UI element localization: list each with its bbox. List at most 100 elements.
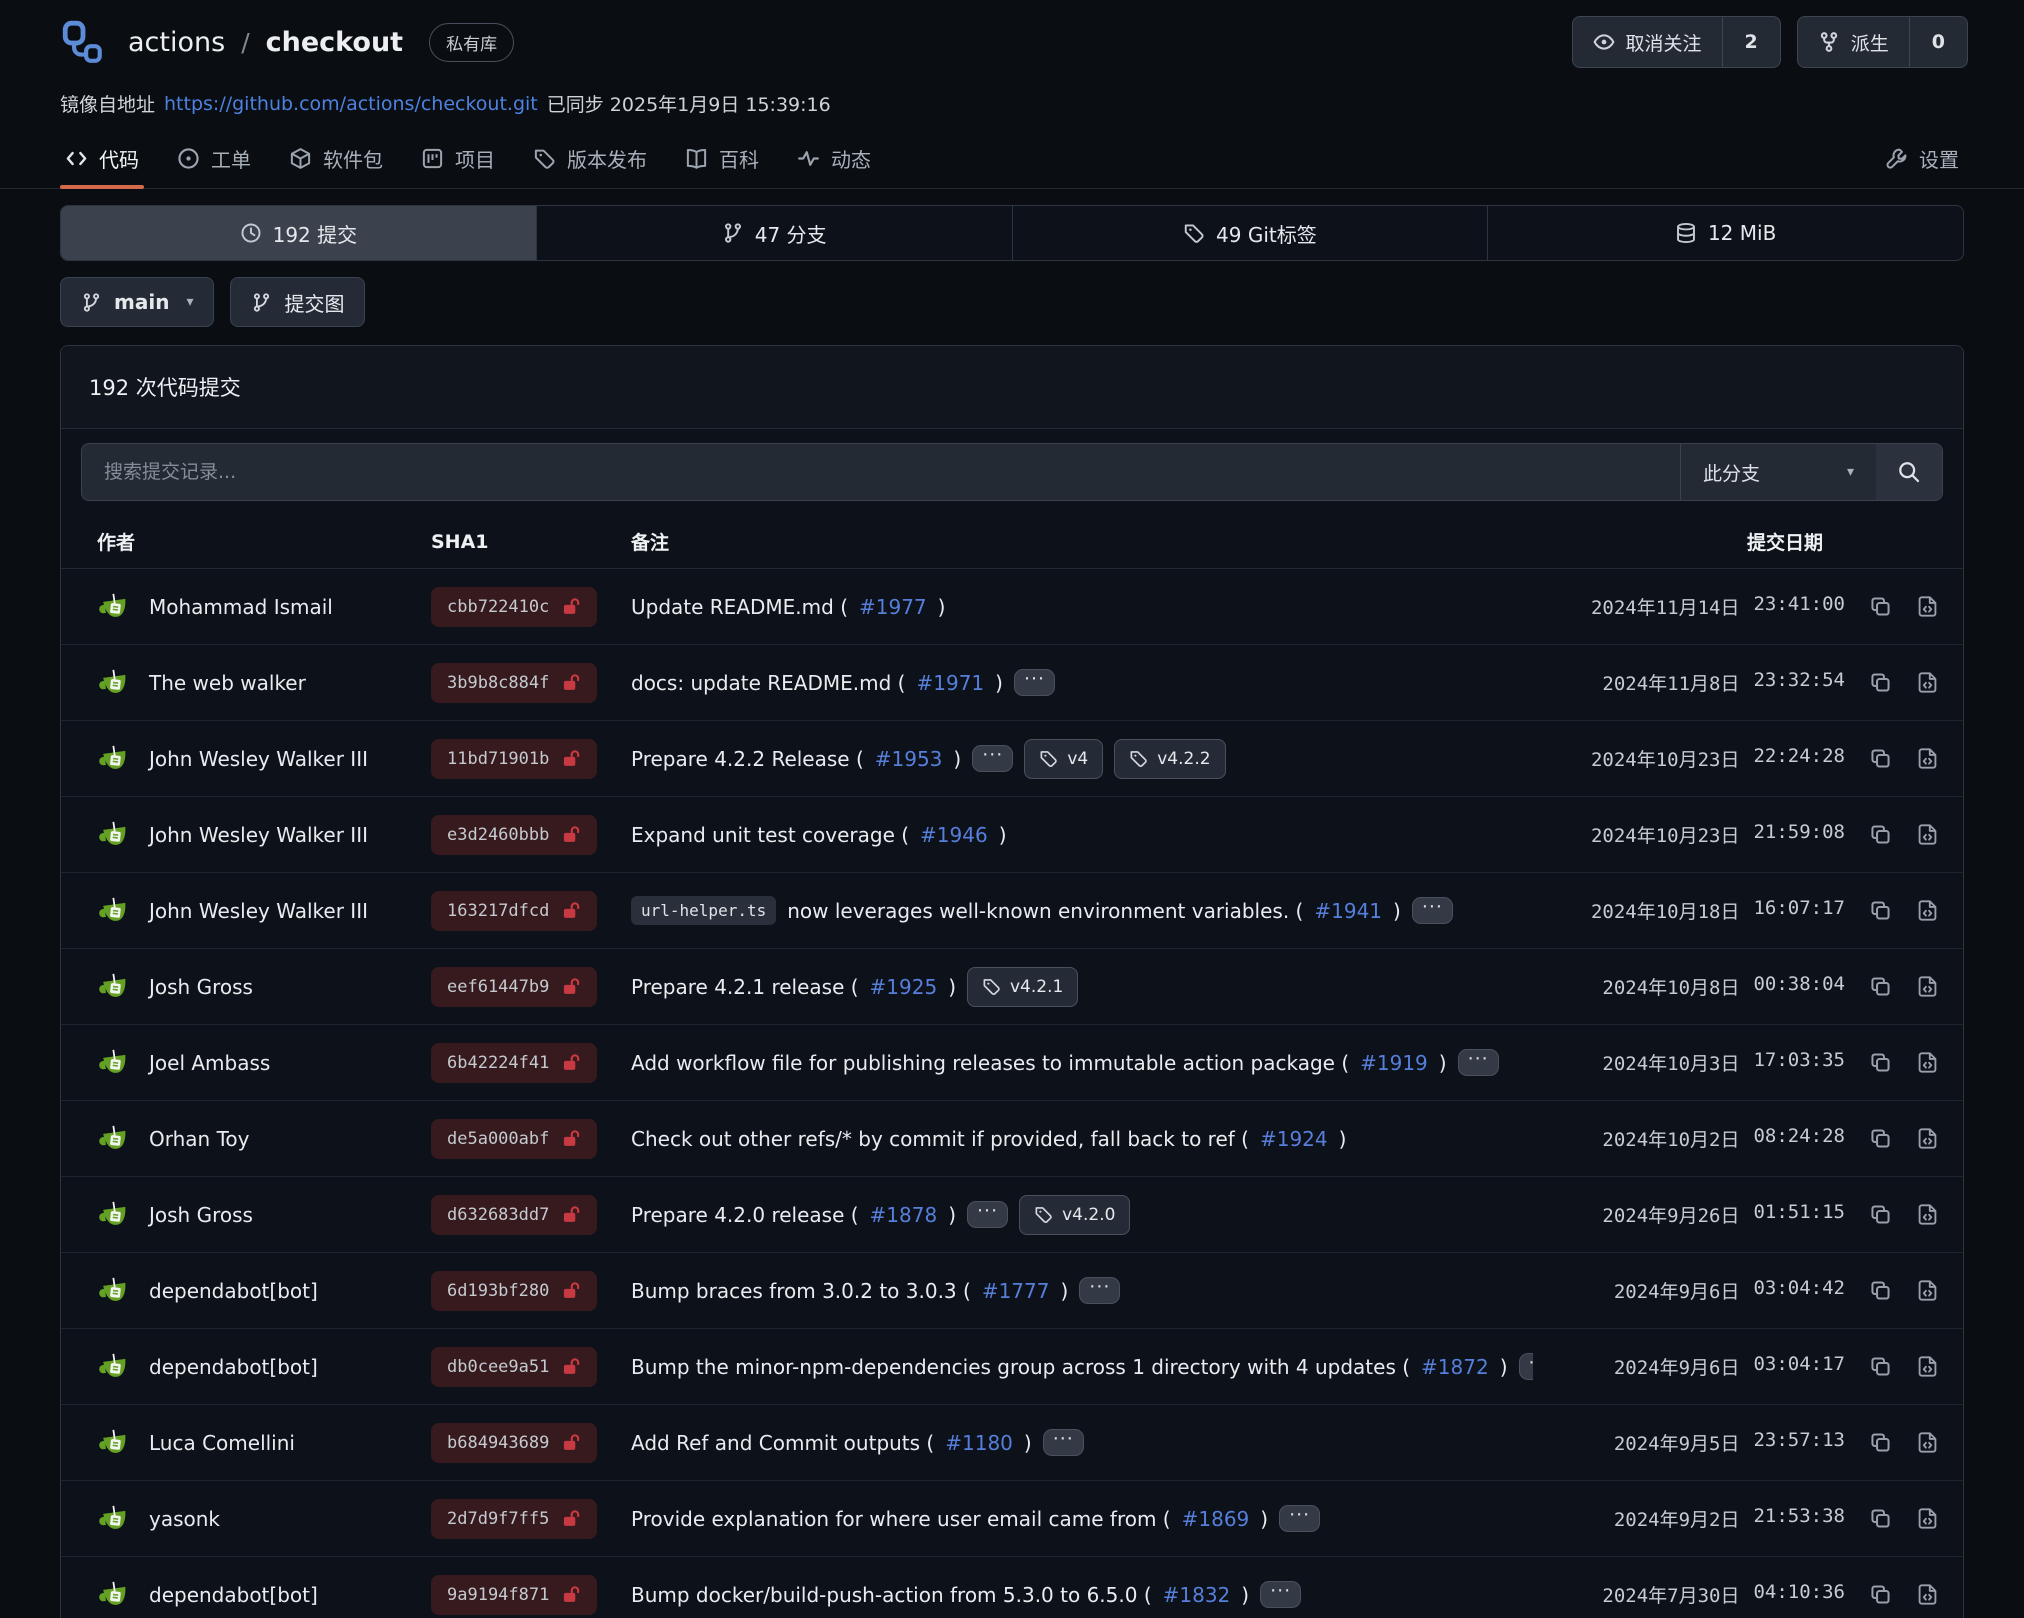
expand-commit-button[interactable]: ··· bbox=[1457, 1049, 1499, 1076]
copy-sha-icon[interactable] bbox=[1869, 1431, 1892, 1454]
repo-name-link[interactable]: checkout bbox=[265, 26, 404, 58]
forks-count[interactable]: 0 bbox=[1908, 17, 1967, 67]
tab-settings[interactable]: 设置 bbox=[1868, 129, 1976, 188]
pr-link[interactable]: #1946 bbox=[920, 822, 988, 847]
avatar[interactable] bbox=[95, 1576, 133, 1614]
pr-link[interactable]: #1925 bbox=[869, 974, 938, 999]
avatar[interactable] bbox=[95, 1120, 133, 1158]
commit-sha-link[interactable]: de5a000abf bbox=[431, 1118, 598, 1159]
site-logo-icon[interactable] bbox=[60, 19, 106, 65]
avatar[interactable] bbox=[95, 740, 133, 778]
stat-branches[interactable]: 47 分支 bbox=[537, 206, 1013, 260]
unwatch-button[interactable]: 取消关注 2 bbox=[1571, 16, 1781, 68]
search-scope-dropdown[interactable]: 此分支 ▾ bbox=[1680, 444, 1876, 500]
expand-commit-button[interactable]: ··· bbox=[1518, 1353, 1533, 1380]
pr-link[interactable]: #1872 bbox=[1421, 1354, 1489, 1379]
commit-sha-link[interactable]: e3d2460bbb bbox=[431, 814, 598, 855]
copy-sha-icon[interactable] bbox=[1869, 747, 1892, 770]
pr-link[interactable]: #1971 bbox=[916, 670, 985, 695]
pr-link[interactable]: #1977 bbox=[859, 594, 927, 619]
commit-sha-link[interactable]: 9a9194f871 bbox=[431, 1574, 598, 1615]
branch-selector[interactable]: main ▾ bbox=[60, 277, 215, 327]
commit-sha-link[interactable]: db0cee9a51 bbox=[431, 1346, 598, 1387]
author-name-link[interactable]: John Wesley Walker III bbox=[149, 898, 368, 923]
expand-commit-button[interactable]: ··· bbox=[1013, 669, 1056, 696]
browse-source-icon[interactable] bbox=[1916, 671, 1939, 694]
search-button[interactable] bbox=[1876, 444, 1942, 500]
browse-source-icon[interactable] bbox=[1916, 1203, 1939, 1226]
commit-sha-link[interactable]: 163217dfcd bbox=[431, 890, 598, 931]
pr-link[interactable]: #1832 bbox=[1162, 1582, 1231, 1607]
avatar[interactable] bbox=[95, 816, 133, 854]
copy-sha-icon[interactable] bbox=[1869, 975, 1892, 998]
mirror-url-link[interactable]: https://github.com/actions/checkout.git bbox=[164, 92, 538, 115]
expand-commit-button[interactable]: ··· bbox=[1042, 1429, 1084, 1456]
pr-link[interactable]: #1777 bbox=[981, 1278, 1050, 1303]
expand-commit-button[interactable]: ··· bbox=[1079, 1277, 1121, 1304]
author-name-link[interactable]: Mohammad Ismail bbox=[149, 594, 333, 619]
commit-graph-button[interactable]: 提交图 bbox=[230, 277, 366, 327]
pr-link[interactable]: #1924 bbox=[1259, 1126, 1328, 1151]
stat-commits[interactable]: 192 提交 bbox=[61, 206, 537, 260]
author-name-link[interactable]: The web walker bbox=[149, 670, 306, 695]
browse-source-icon[interactable] bbox=[1916, 1507, 1939, 1530]
commit-message[interactable]: now leverages well-known environment var… bbox=[787, 898, 1304, 923]
commit-sha-link[interactable]: 3b9b8c884f bbox=[431, 662, 598, 703]
browse-source-icon[interactable] bbox=[1916, 1583, 1939, 1606]
author-name-link[interactable]: John Wesley Walker III bbox=[149, 822, 368, 847]
copy-sha-icon[interactable] bbox=[1869, 671, 1892, 694]
version-tag-button[interactable]: v4 bbox=[1024, 738, 1104, 779]
tab-issues[interactable]: 工单 bbox=[160, 129, 268, 188]
browse-source-icon[interactable] bbox=[1916, 899, 1939, 922]
commit-sha-link[interactable]: 11bd71901b bbox=[431, 738, 598, 779]
watchers-count[interactable]: 2 bbox=[1721, 17, 1780, 67]
copy-sha-icon[interactable] bbox=[1869, 1355, 1892, 1378]
commit-message[interactable]: Bump braces from 3.0.2 to 3.0.3 ( bbox=[631, 1278, 971, 1303]
commit-message[interactable]: Bump the minor-npm-dependencies group ac… bbox=[631, 1354, 1411, 1379]
tab-wiki[interactable]: 百科 bbox=[668, 129, 776, 188]
pr-link[interactable]: #1180 bbox=[945, 1430, 1013, 1455]
copy-sha-icon[interactable] bbox=[1869, 823, 1892, 846]
version-tag-button[interactable]: v4.2.2 bbox=[1114, 738, 1226, 779]
pr-link[interactable]: #1919 bbox=[1360, 1050, 1428, 1075]
version-tag-button[interactable]: v4.2.0 bbox=[1019, 1194, 1131, 1235]
commit-message[interactable]: Prepare 4.2.2 Release ( bbox=[631, 746, 864, 771]
commit-message[interactable]: Add workflow file for publishing release… bbox=[631, 1050, 1350, 1075]
commit-message[interactable]: Expand unit test coverage ( bbox=[631, 822, 910, 847]
pr-link[interactable]: #1878 bbox=[869, 1202, 938, 1227]
expand-commit-button[interactable]: ··· bbox=[1279, 1505, 1321, 1532]
commit-message[interactable]: Check out other refs/* by commit if prov… bbox=[631, 1126, 1249, 1151]
commit-message[interactable]: Bump docker/build-push-action from 5.3.0… bbox=[631, 1582, 1152, 1607]
author-name-link[interactable]: John Wesley Walker III bbox=[149, 746, 368, 771]
commit-message[interactable]: Prepare 4.2.0 release ( bbox=[631, 1202, 859, 1227]
stat-tags[interactable]: 49 Git标签 bbox=[1013, 206, 1489, 260]
browse-source-icon[interactable] bbox=[1916, 1279, 1939, 1302]
commit-message[interactable]: docs: update README.md ( bbox=[631, 670, 906, 695]
author-name-link[interactable]: Orhan Toy bbox=[149, 1126, 250, 1151]
browse-source-icon[interactable] bbox=[1916, 823, 1939, 846]
author-name-link[interactable]: Luca Comellini bbox=[149, 1430, 295, 1455]
author-name-link[interactable]: Joel Ambass bbox=[149, 1050, 271, 1075]
avatar[interactable] bbox=[95, 588, 133, 626]
pr-link[interactable]: #1953 bbox=[874, 746, 943, 771]
author-name-link[interactable]: dependabot[bot] bbox=[149, 1278, 318, 1303]
copy-sha-icon[interactable] bbox=[1869, 1203, 1892, 1226]
avatar[interactable] bbox=[95, 1196, 133, 1234]
tab-packages[interactable]: 软件包 bbox=[272, 129, 400, 188]
copy-sha-icon[interactable] bbox=[1869, 1583, 1892, 1606]
tab-code[interactable]: 代码 bbox=[48, 129, 156, 189]
author-name-link[interactable]: Josh Gross bbox=[149, 1202, 253, 1227]
commit-message[interactable]: Prepare 4.2.1 release ( bbox=[631, 974, 859, 999]
avatar[interactable] bbox=[95, 1272, 133, 1310]
browse-source-icon[interactable] bbox=[1916, 1127, 1939, 1150]
browse-source-icon[interactable] bbox=[1916, 1051, 1939, 1074]
fork-button[interactable]: 派生 0 bbox=[1796, 16, 1968, 68]
commit-message[interactable]: Update README.md ( bbox=[631, 594, 848, 619]
expand-commit-button[interactable]: ··· bbox=[972, 745, 1014, 772]
avatar[interactable] bbox=[95, 1044, 133, 1082]
avatar[interactable] bbox=[95, 1424, 133, 1462]
avatar[interactable] bbox=[95, 1500, 133, 1538]
avatar[interactable] bbox=[95, 968, 133, 1006]
commit-sha-link[interactable]: b684943689 bbox=[431, 1422, 598, 1463]
browse-source-icon[interactable] bbox=[1916, 747, 1939, 770]
